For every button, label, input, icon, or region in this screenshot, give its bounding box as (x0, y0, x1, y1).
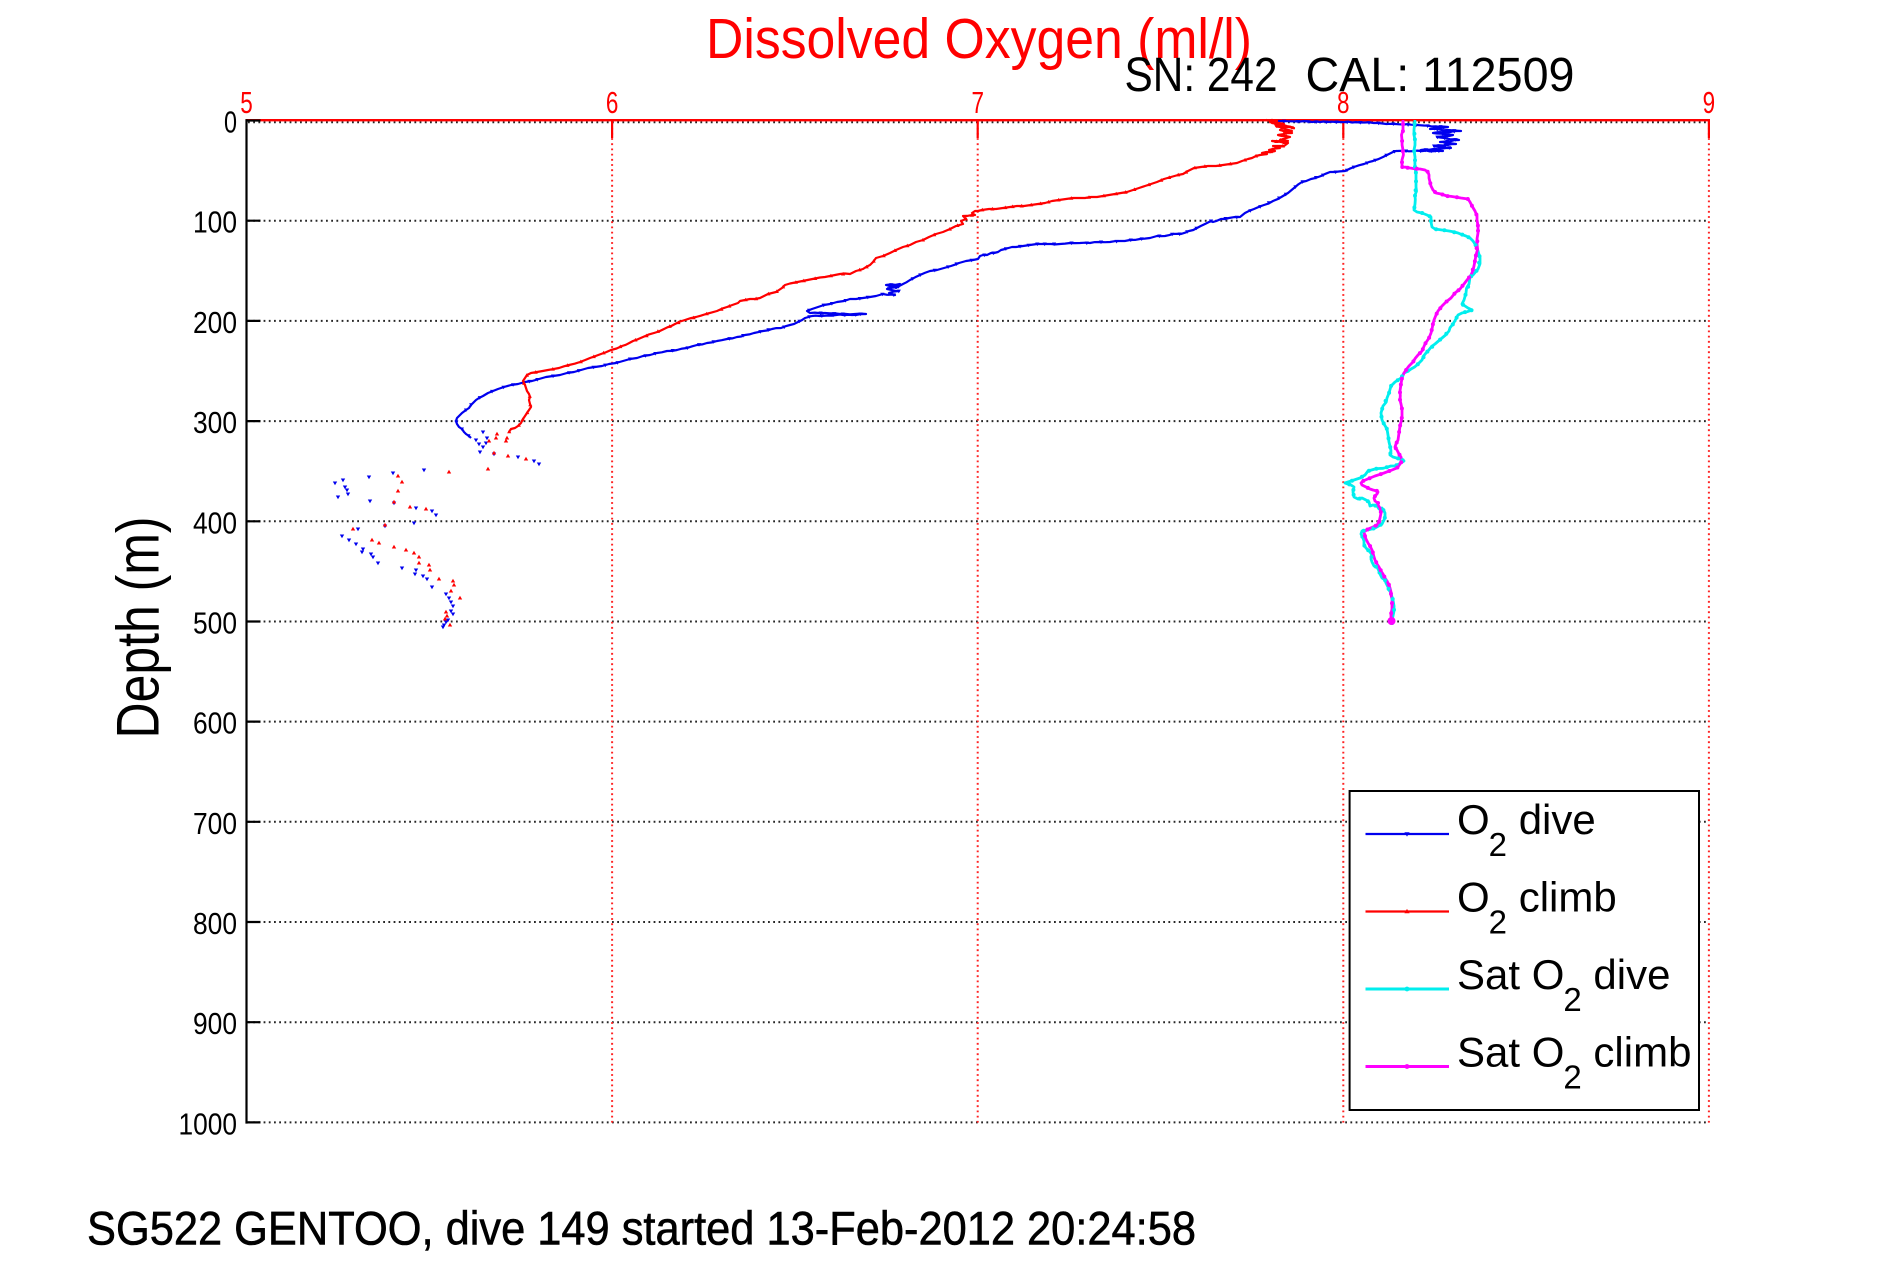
svg-text:5: 5 (240, 85, 253, 120)
svg-text:9: 9 (1703, 85, 1716, 120)
svg-text:SN: 242: SN: 242 (1125, 49, 1278, 102)
svg-text:O2 dive: O2 dive (1457, 796, 1596, 863)
svg-text:Dissolved Oxygen (ml/l): Dissolved Oxygen (ml/l) (706, 7, 1252, 71)
svg-text:O2 climb: O2 climb (1457, 874, 1617, 941)
svg-text:900: 900 (193, 1006, 237, 1041)
svg-text:700: 700 (193, 806, 237, 841)
svg-text:Sat O2 dive: Sat O2 dive (1457, 951, 1670, 1018)
svg-text:7: 7 (971, 85, 984, 120)
svg-text:500: 500 (193, 606, 237, 641)
svg-text:Depth (m): Depth (m) (105, 517, 172, 739)
svg-text:400: 400 (193, 505, 237, 540)
svg-text:8: 8 (1337, 85, 1350, 120)
svg-text:SG522 GENTOO, dive 149 started: SG522 GENTOO, dive 149 started 13-Feb-20… (87, 1202, 1196, 1255)
svg-text:1000: 1000 (179, 1106, 238, 1141)
svg-text:100: 100 (193, 205, 237, 240)
svg-text:CAL: 112509: CAL: 112509 (1306, 49, 1575, 102)
svg-text:6: 6 (606, 85, 619, 120)
svg-text:200: 200 (193, 305, 237, 340)
svg-text:0: 0 (224, 105, 237, 140)
svg-text:600: 600 (193, 706, 237, 741)
svg-text:300: 300 (193, 405, 237, 440)
svg-text:800: 800 (193, 906, 237, 941)
svg-text:Sat O2 climb: Sat O2 climb (1457, 1029, 1691, 1096)
